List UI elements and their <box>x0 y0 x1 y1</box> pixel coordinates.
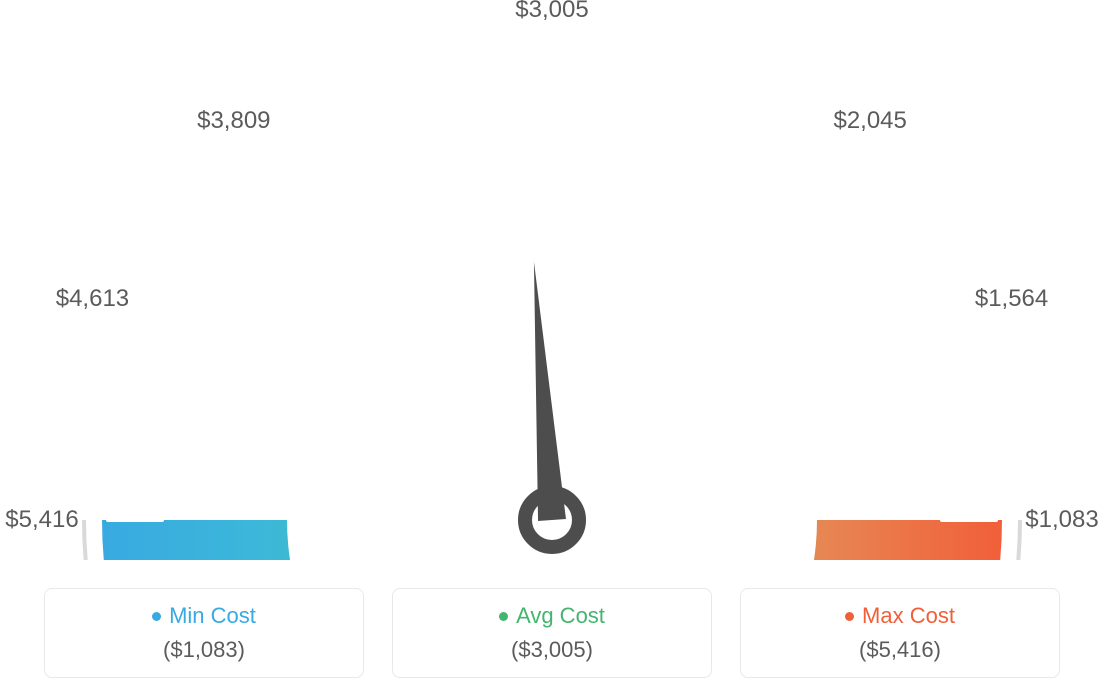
legend-card-avg: Avg Cost ($3,005) <box>392 588 712 678</box>
legend-label: Min Cost <box>169 603 256 629</box>
gauge-tick <box>453 87 460 118</box>
gauge-svg <box>0 0 1104 560</box>
legend-row: Min Cost ($1,083) Avg Cost ($3,005) Max … <box>0 588 1104 678</box>
gauge-needle <box>534 262 566 521</box>
cost-gauge: $1,083 $1,564 $2,045 $3,005 $3,809 $4,613 $5,4… <box>0 0 1104 560</box>
gauge-tick <box>205 243 230 263</box>
gauge-tick <box>795 173 829 215</box>
gauge-tick <box>874 243 899 263</box>
legend-card-max: Max Cost ($5,416) <box>740 588 1060 678</box>
dot-min <box>152 612 161 621</box>
gauge-tick <box>275 173 309 215</box>
legend-card-min: Min Cost ($1,083) <box>44 588 364 678</box>
dot-avg <box>499 612 508 621</box>
gauge-tick-label: $1,564 <box>975 285 1048 313</box>
legend-title-min: Min Cost <box>152 603 256 629</box>
gauge-tick-label: $3,809 <box>197 107 270 135</box>
gauge-tick-label: $4,613 <box>56 285 129 313</box>
legend-label: Max Cost <box>862 603 955 629</box>
gauge-tick <box>119 421 150 428</box>
gauge-tick <box>954 421 985 428</box>
gauge-tick <box>152 327 201 350</box>
gauge-tick <box>903 327 952 350</box>
legend-value: ($5,416) <box>741 637 1059 663</box>
gauge-tick <box>359 120 373 149</box>
legend-title-avg: Avg Cost <box>499 603 605 629</box>
gauge-tick <box>731 120 745 149</box>
legend-value: ($1,083) <box>45 637 363 663</box>
gauge-tick-label: $2,045 <box>833 107 906 135</box>
gauge-tick-label: $5,416 <box>5 506 78 534</box>
gauge-tick <box>644 87 651 118</box>
dot-max <box>845 612 854 621</box>
legend-title-max: Max Cost <box>845 603 955 629</box>
gauge-tick-label: $1,083 <box>1025 506 1098 534</box>
legend-value: ($3,005) <box>393 637 711 663</box>
legend-label: Avg Cost <box>516 603 605 629</box>
gauge-tick-label: $3,005 <box>515 0 588 24</box>
